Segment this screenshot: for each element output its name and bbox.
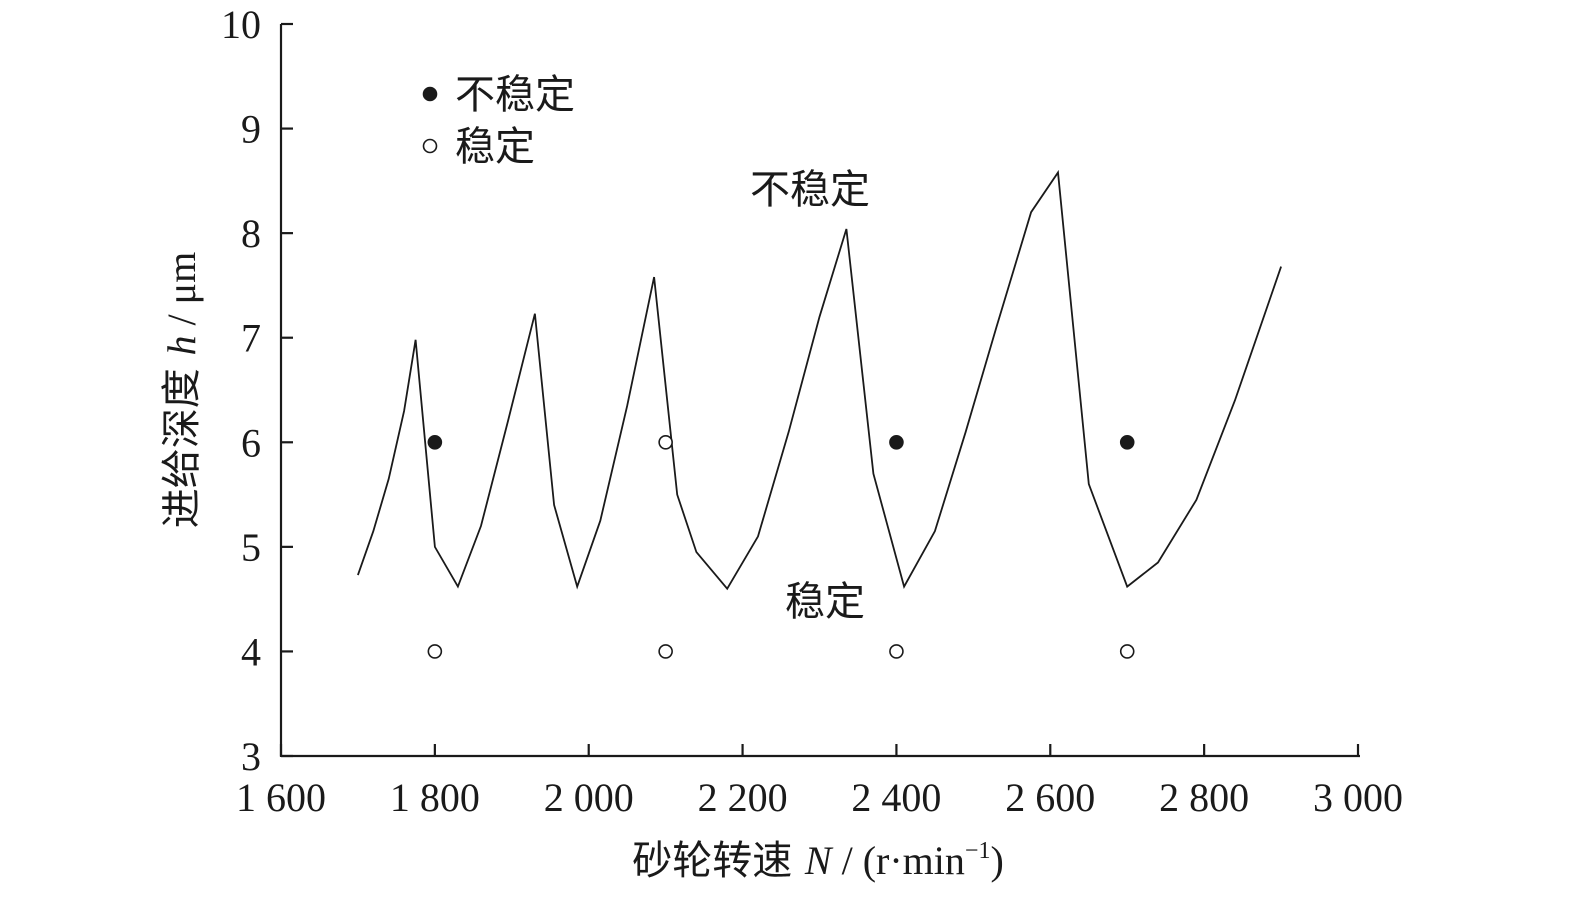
stable-point	[889, 644, 904, 659]
unstable-point	[1119, 434, 1135, 450]
x-tick-label: 2 400	[851, 775, 941, 820]
stable-point	[658, 434, 673, 450]
x-tick-label: 2 800	[1159, 775, 1249, 820]
x-axis-title: 砂轮转速 N / (r·min−1)	[632, 838, 1004, 884]
legend-marker-unstable	[422, 86, 438, 102]
y-axis-title-unit: / μm	[159, 252, 204, 336]
data-points	[427, 434, 1135, 659]
y-tick-label: 7	[241, 316, 261, 361]
legend: 不稳定 稳定	[422, 72, 575, 170]
y-tick-label: 8	[241, 211, 261, 256]
x-axis-title-unit: / (r·min	[832, 838, 965, 883]
y-axis-title: 进给深度 h / μm	[159, 252, 205, 528]
x-tick-label: 2 000	[544, 775, 634, 820]
stability-boundary-curve	[357, 169, 1282, 591]
unstable-point	[889, 434, 904, 450]
y-tick-label: 6	[241, 420, 261, 465]
x-tick-label: 1 800	[390, 775, 480, 820]
y-tick-label: 5	[241, 525, 261, 570]
legend-label-unstable: 不稳定	[455, 72, 575, 118]
x-tick-label: 1 600	[236, 775, 326, 820]
x-ticks: 1 600 1 800 2 000 2 200 2 400 2 600 2 800 3 000	[236, 744, 1403, 820]
stable-point	[658, 644, 673, 659]
x-axis-title-superscript: −1	[965, 838, 991, 864]
x-tick-label: 2 200	[698, 775, 788, 820]
annotation-stable-region: 稳定	[785, 579, 865, 625]
x-tick-label: 2 600	[1005, 775, 1095, 820]
y-axis-title-variable: h	[159, 335, 204, 355]
legend-label-stable: 稳定	[455, 124, 535, 170]
annotation-unstable-region: 不稳定	[750, 167, 870, 213]
y-tick-label: 3	[241, 734, 261, 779]
y-ticks: 3 4 5 6 7 8 9 10	[221, 2, 293, 779]
x-axis-title-unit-close: )	[990, 838, 1003, 883]
x-axis-title-variable: N	[804, 838, 834, 883]
x-axis-title-prefix: 砂轮转速	[632, 838, 805, 884]
y-axis-title-prefix: 进给深度	[159, 355, 205, 528]
legend-marker-stable	[422, 138, 438, 154]
y-tick-label: 10	[221, 2, 261, 47]
unstable-point	[427, 434, 443, 450]
y-tick-label: 9	[241, 107, 261, 152]
y-tick-label: 4	[241, 629, 261, 674]
stable-point	[1119, 644, 1135, 659]
axes	[279, 24, 1360, 758]
stable-point	[427, 644, 443, 659]
x-tick-label: 3 000	[1313, 775, 1403, 820]
